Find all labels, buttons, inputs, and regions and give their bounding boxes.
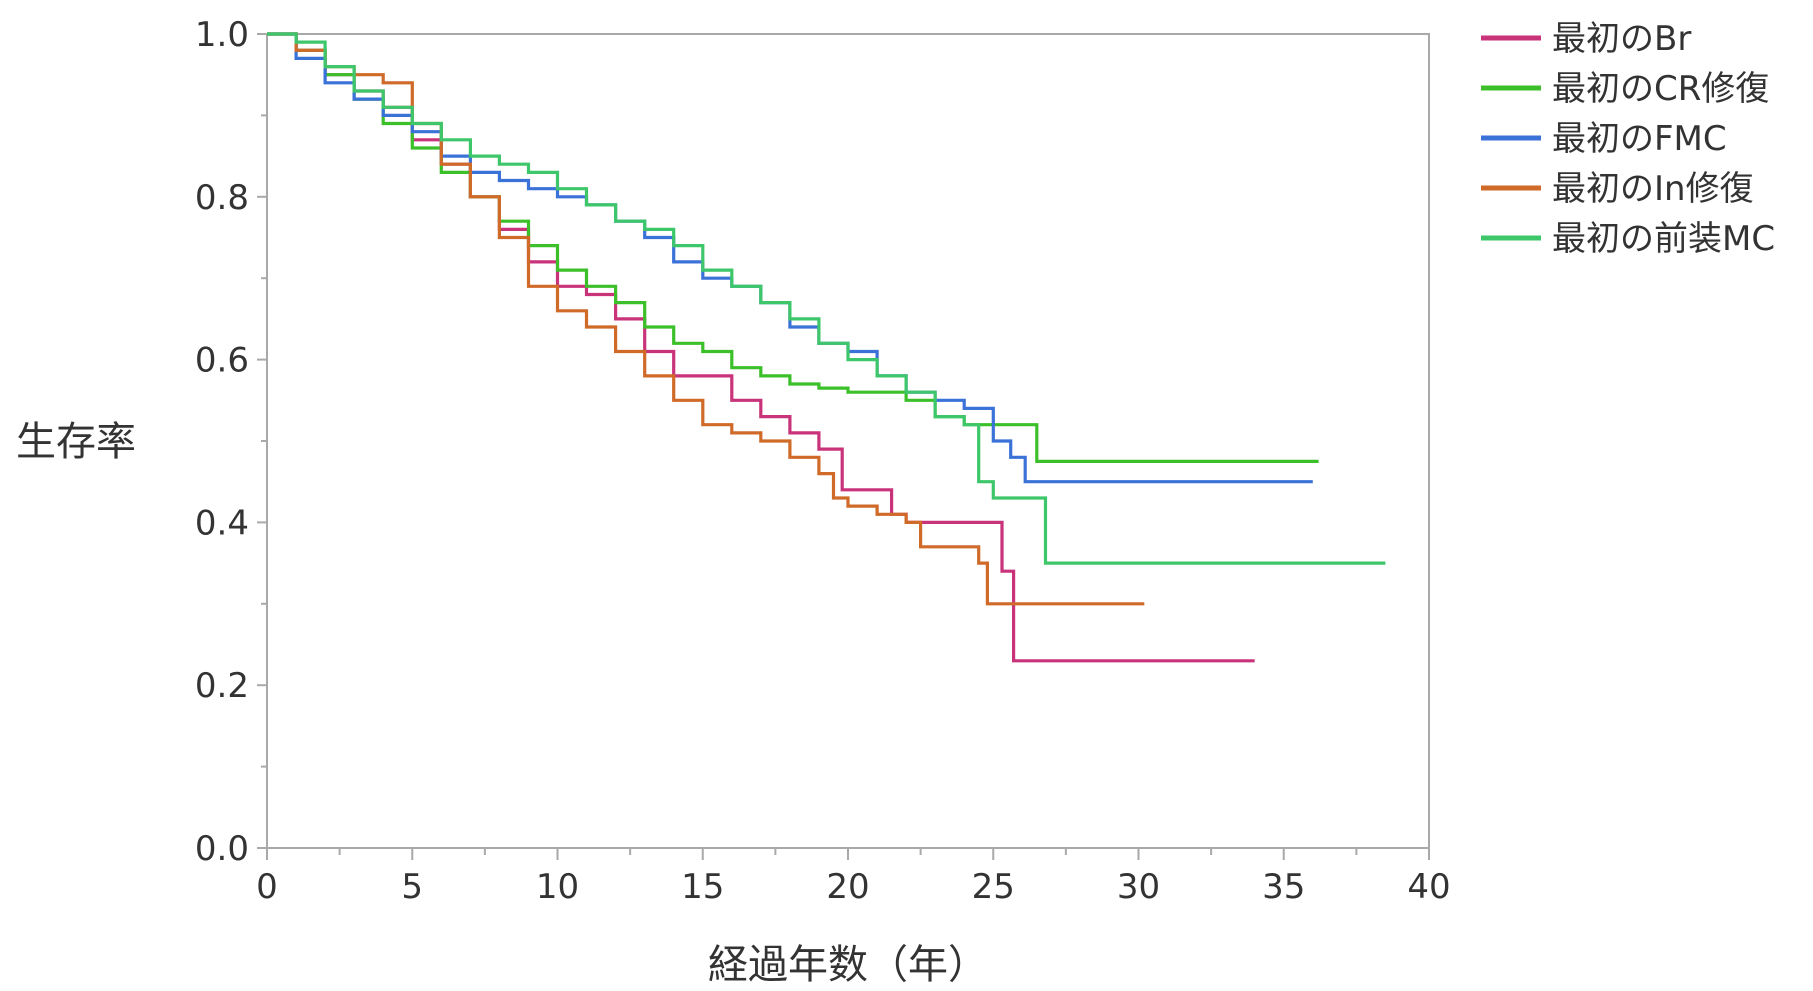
x-tick-label: 40 <box>1407 867 1450 907</box>
legend-label: 最初のFMC <box>1552 119 1727 159</box>
x-axis-title: 経過年数（年） <box>708 942 988 987</box>
legend-label: 最初のBr <box>1552 19 1691 59</box>
series-line-2 <box>267 32 1319 463</box>
y-tick-label: 0.4 <box>195 503 249 543</box>
y-axis-title: 生存率 <box>16 419 136 465</box>
x-tick-label: 5 <box>401 867 423 907</box>
x-tick-label: 0 <box>256 867 278 907</box>
x-tick-label: 25 <box>972 867 1015 907</box>
y-tick-label: 0.6 <box>195 341 249 381</box>
legend-label: 最初のCR修復 <box>1552 69 1769 109</box>
series-line-5 <box>267 32 1386 565</box>
y-tick-label: 0.0 <box>195 829 249 869</box>
series-line-3 <box>267 32 1313 484</box>
y-tick-label: 0.8 <box>195 178 249 218</box>
legend-label: 最初の前装MC <box>1552 219 1775 259</box>
y-axis: 0.0 0.2 0.4 0.6 0.8 1.0 <box>195 15 267 869</box>
x-tick-label: 15 <box>681 867 724 907</box>
y-tick-label: 1.0 <box>195 15 249 55</box>
series-layer <box>267 32 1386 663</box>
series-line-4 <box>267 32 1145 606</box>
series-line-1 <box>267 32 1255 663</box>
x-tick-label: 35 <box>1262 867 1305 907</box>
y-tick-label: 0.2 <box>195 666 249 706</box>
x-tick-label: 30 <box>1117 867 1160 907</box>
x-tick-label: 10 <box>536 867 579 907</box>
x-tick-label: 20 <box>826 867 869 907</box>
x-axis: 0 5 10 15 20 25 30 35 40 <box>256 848 1451 907</box>
legend-label: 最初のIn修復 <box>1552 169 1754 209</box>
